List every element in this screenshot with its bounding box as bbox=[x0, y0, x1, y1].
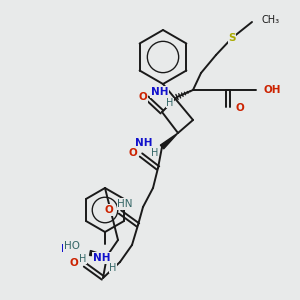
Text: H: H bbox=[109, 263, 117, 273]
Text: O: O bbox=[104, 205, 113, 215]
Text: NH: NH bbox=[61, 244, 79, 254]
Text: NH: NH bbox=[92, 253, 110, 263]
Text: H: H bbox=[79, 254, 87, 264]
Text: OH: OH bbox=[263, 85, 281, 95]
Text: H: H bbox=[166, 98, 174, 108]
Text: NH: NH bbox=[136, 138, 153, 148]
Polygon shape bbox=[90, 250, 107, 256]
Text: H: H bbox=[151, 148, 159, 158]
Text: NH: NH bbox=[151, 87, 168, 97]
Text: HO: HO bbox=[64, 241, 80, 251]
Text: O: O bbox=[69, 258, 78, 268]
Text: HN: HN bbox=[118, 199, 133, 209]
Text: CH₃: CH₃ bbox=[262, 15, 280, 25]
Text: O: O bbox=[139, 92, 147, 102]
Polygon shape bbox=[160, 133, 178, 149]
Text: O: O bbox=[128, 148, 137, 158]
Text: S: S bbox=[228, 33, 236, 43]
Text: O: O bbox=[235, 103, 244, 113]
